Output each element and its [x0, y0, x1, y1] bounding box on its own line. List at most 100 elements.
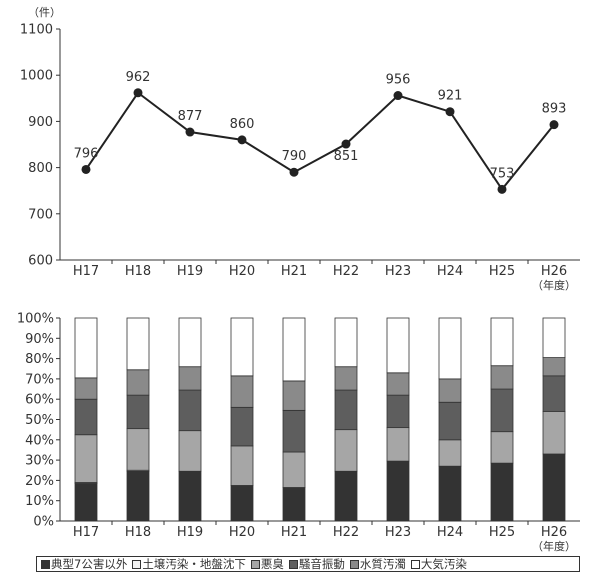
bar-segment — [178, 430, 202, 472]
bar-segment — [334, 366, 358, 391]
bar-segment — [282, 317, 306, 382]
bar-segment — [334, 317, 358, 368]
legend-swatch — [41, 559, 50, 569]
bar-segment — [490, 365, 514, 390]
bar-segment — [282, 451, 306, 488]
bar-x-tick-label: H17 — [73, 525, 99, 540]
line-series — [85, 91, 555, 192]
bar-segment — [178, 389, 202, 432]
legend-label: 典型7公害以外 — [51, 557, 128, 571]
legend-swatch — [349, 559, 359, 569]
line-data-point — [393, 91, 403, 101]
line-x-tick-label: H24 — [437, 264, 463, 279]
line-chart: （件） 600 700 800 900 1000 1100 H17 H18 H19 H20 H21 H2… — [20, 6, 580, 292]
bar-segment — [230, 317, 254, 377]
line-data-label: 796 — [74, 146, 99, 161]
legend-label: 悪臭 — [260, 557, 284, 571]
bar-segment — [230, 485, 254, 522]
legend-item: 悪臭 — [250, 556, 284, 572]
bar-segment — [282, 380, 306, 411]
line-data-label: 962 — [126, 70, 151, 85]
bar-y-tick-label: 70% — [25, 372, 54, 387]
legend-swatch — [132, 559, 142, 569]
line-y-tick-label: 700 — [28, 207, 53, 222]
line-data-label: 753 — [490, 166, 515, 181]
bar-segment — [438, 439, 462, 467]
legend-swatch — [410, 559, 420, 569]
bar-segment — [386, 394, 410, 429]
line-data-label: 877 — [178, 109, 203, 124]
bar-segment — [126, 394, 150, 430]
bar-segment — [334, 470, 358, 522]
bar-x-tick-label: H22 — [333, 525, 359, 540]
bar-segment — [334, 429, 358, 472]
bar-segment — [438, 465, 462, 522]
bar-segment — [126, 369, 150, 396]
bar-x-tick-label: H23 — [385, 525, 411, 540]
bar-segment — [230, 445, 254, 486]
bar-segment — [230, 406, 254, 447]
bar-segment — [74, 434, 98, 483]
legend-swatch — [250, 559, 260, 569]
line-data-label: 956 — [386, 73, 411, 88]
bar-x-tick-label: H19 — [177, 525, 203, 540]
bar-segment — [74, 398, 98, 436]
bar-segment — [490, 462, 514, 522]
bar-y-tick-label: 40% — [25, 433, 54, 448]
line-y-tick-label: 1000 — [20, 69, 53, 84]
line-data-point — [549, 120, 559, 130]
bar-segment — [490, 317, 514, 367]
bar-y-tick-label: 0% — [33, 515, 54, 530]
bar-segment — [178, 470, 202, 522]
bar-segment — [334, 389, 358, 431]
bar-segment — [126, 428, 150, 471]
bar-y-tick-label: 100% — [17, 312, 54, 327]
bar-segment — [386, 427, 410, 462]
line-x-tick-label: H23 — [385, 264, 411, 279]
legend-label: 大気汚染 — [420, 557, 467, 571]
line-y-tick-label: 600 — [28, 254, 53, 269]
line-data-label: 921 — [438, 89, 463, 104]
bar-segment — [74, 317, 98, 379]
line-data-point — [341, 139, 351, 149]
bar-y-tick-label: 30% — [25, 454, 54, 469]
line-data-point — [237, 135, 247, 145]
line-x-tick-label: H22 — [333, 264, 359, 279]
bar-segment — [438, 317, 462, 380]
bar-segment — [282, 487, 306, 522]
line-data-point — [445, 107, 455, 117]
bar-segment — [542, 410, 566, 455]
bar-segment — [542, 357, 566, 377]
line-y-tick-label: 800 — [28, 161, 53, 176]
bar-x-tick-label: H26 — [541, 525, 567, 540]
bar-segment — [178, 317, 202, 368]
bar-segment — [386, 460, 410, 522]
line-unit-label: （件） — [28, 6, 61, 19]
line-data-point — [133, 88, 143, 98]
line-data-point — [81, 164, 91, 174]
bar-segment — [74, 377, 98, 400]
line-x-tick-label: H25 — [489, 264, 515, 279]
stacked-bar-chart: 0% 10% 20% 30% 40% 50% 60% 70% 80% 90% 100% H17 H18 H… — [17, 312, 580, 553]
bar-segment — [542, 317, 566, 358]
line-data-point — [289, 167, 299, 177]
bar-y-tick-label: 60% — [25, 393, 54, 408]
bar-segment — [74, 483, 98, 522]
line-y-tick-label: 900 — [28, 115, 53, 130]
bar-y-tick-label: 50% — [25, 413, 54, 428]
bar-x-suffix: （年度） — [532, 539, 576, 553]
bar-segment — [386, 317, 410, 374]
bar-chart-legend: 典型7公害以外 土壌汚染・地盤沈下 悪臭 騒音振動 水質汚濁 大気汚染 — [36, 556, 580, 572]
line-x-tick-label: H21 — [281, 264, 307, 279]
bar-segment — [230, 375, 254, 408]
line-data-point — [185, 127, 195, 137]
line-data-label: 860 — [230, 117, 255, 132]
line-x-suffix: （年度） — [532, 278, 576, 292]
bar-y-tick-label: 10% — [25, 494, 54, 509]
legend-item: 典型7公害以外 — [41, 556, 127, 572]
bar-segment — [386, 372, 410, 396]
bar-segment — [438, 401, 462, 441]
bar-x-tick-label: H24 — [437, 525, 463, 540]
legend-swatch — [288, 559, 298, 569]
